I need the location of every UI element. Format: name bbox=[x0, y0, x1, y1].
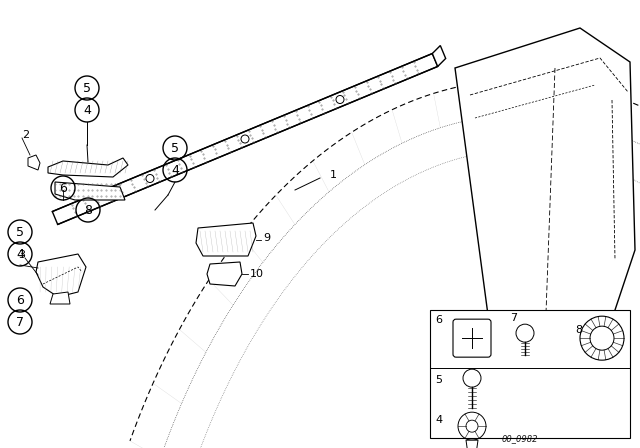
Polygon shape bbox=[432, 46, 445, 66]
Text: 4: 4 bbox=[171, 164, 179, 177]
Text: 5: 5 bbox=[83, 82, 91, 95]
Polygon shape bbox=[50, 292, 70, 304]
Text: 3: 3 bbox=[18, 250, 25, 260]
Text: 8: 8 bbox=[84, 203, 92, 216]
Text: 5: 5 bbox=[435, 375, 442, 385]
Polygon shape bbox=[48, 158, 128, 177]
Polygon shape bbox=[55, 182, 125, 200]
Text: 4: 4 bbox=[83, 103, 91, 116]
Polygon shape bbox=[52, 54, 438, 224]
Polygon shape bbox=[455, 28, 635, 355]
Text: 7: 7 bbox=[510, 313, 517, 323]
Text: 10: 10 bbox=[250, 269, 264, 279]
Bar bbox=[430, 310, 630, 438]
Text: 00_0982: 00_0982 bbox=[502, 434, 538, 443]
Text: 5: 5 bbox=[171, 142, 179, 155]
Text: 6: 6 bbox=[16, 293, 24, 306]
Text: 6: 6 bbox=[59, 181, 67, 194]
Text: 8: 8 bbox=[575, 325, 582, 335]
Polygon shape bbox=[36, 254, 86, 297]
Text: 4: 4 bbox=[16, 247, 24, 260]
Polygon shape bbox=[466, 440, 478, 448]
Text: 1: 1 bbox=[330, 170, 337, 180]
Text: 4: 4 bbox=[435, 415, 442, 425]
Text: 5: 5 bbox=[16, 225, 24, 238]
Text: 2: 2 bbox=[22, 130, 29, 140]
Text: 9: 9 bbox=[263, 233, 270, 243]
Polygon shape bbox=[28, 155, 40, 170]
FancyBboxPatch shape bbox=[453, 319, 491, 357]
Polygon shape bbox=[196, 223, 256, 256]
Text: 6: 6 bbox=[435, 315, 442, 325]
Polygon shape bbox=[207, 262, 242, 286]
Text: 7: 7 bbox=[16, 315, 24, 328]
